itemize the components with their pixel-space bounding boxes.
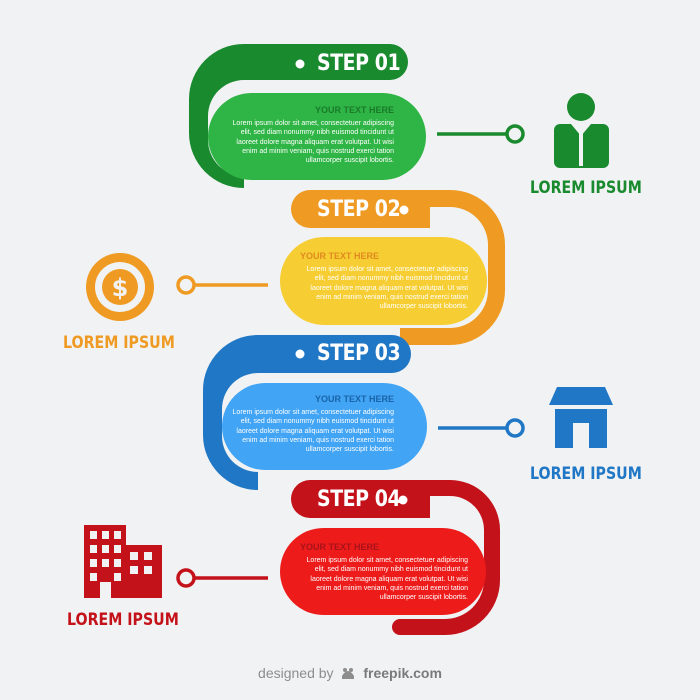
step-03-caption: LOREM IPSUM	[530, 464, 642, 483]
step-03-connector-node	[505, 418, 525, 438]
step-04-label: STEP 04	[317, 487, 401, 512]
step-03-body: Lorem ipsum dolor sit amet, consectetuer…	[232, 409, 394, 454]
credit-brand[interactable]: freepik.com	[363, 665, 442, 681]
step-03-ribbon	[203, 335, 411, 490]
svg-text:$: $	[112, 274, 129, 302]
credit-prefix: designed by	[258, 665, 334, 681]
step-01-caption: LOREM IPSUM	[530, 178, 642, 197]
step-01-connector-node	[505, 124, 525, 144]
step-04-caption: LOREM IPSUM	[67, 610, 179, 629]
step-02-heading: YOUR TEXT HERE	[300, 251, 380, 261]
step-04-dot	[398, 495, 408, 505]
step-03-heading: YOUR TEXT HERE	[314, 394, 394, 404]
dollar-coin-icon: $	[86, 253, 154, 321]
step-04-ribbon	[291, 480, 500, 635]
step-01-group	[189, 44, 609, 188]
step-01-dot	[295, 59, 305, 69]
step-04-group	[84, 480, 500, 635]
businessman-icon	[554, 93, 609, 168]
buildings-icon	[84, 525, 162, 598]
step-01-heading: YOUR TEXT HERE	[314, 105, 394, 115]
step-03-label: STEP 03	[317, 341, 401, 366]
step-03-dot	[295, 349, 305, 359]
step-01-ribbon	[189, 44, 408, 188]
step-02-body: Lorem ipsum dolor sit amet, consectetuer…	[306, 266, 468, 311]
step-03-group	[203, 335, 613, 490]
step-04-body: Lorem ipsum dolor sit amet, consectetuer…	[306, 557, 468, 602]
step-02-label: STEP 02	[317, 197, 401, 222]
step-01-label: STEP 01	[317, 51, 401, 76]
freepik-logo-icon	[342, 668, 355, 679]
step-01-card	[208, 93, 426, 180]
credit-footer: designed by freepik.com	[0, 664, 700, 682]
step-02-connector-node	[176, 275, 196, 295]
store-icon	[549, 387, 613, 448]
step-03-card	[222, 383, 427, 470]
step-04-heading: YOUR TEXT HERE	[300, 542, 380, 552]
step-04-card	[280, 528, 486, 615]
step-02-card	[280, 237, 487, 325]
step-02-ribbon	[291, 190, 505, 345]
step-02-dot	[399, 205, 409, 215]
step-02-group: $	[86, 190, 505, 345]
step-04-connector-node	[176, 568, 196, 588]
step-02-caption: LOREM IPSUM	[63, 333, 175, 352]
step-01-body: Lorem ipsum dolor sit amet, consectetuer…	[232, 120, 394, 165]
